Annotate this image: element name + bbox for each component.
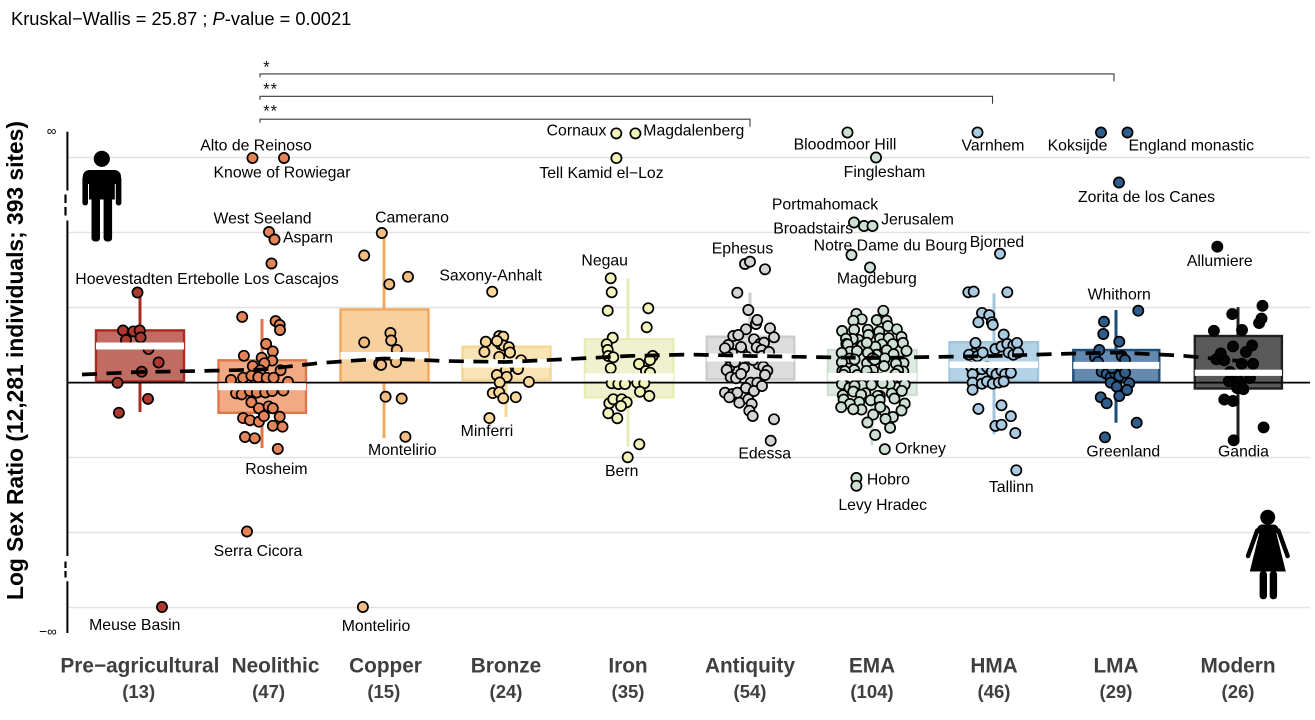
svg-text:Bloodmoor Hill: Bloodmoor Hill — [794, 137, 897, 154]
svg-text:Kruskal−Wallis = 25.87 ; P-val: Kruskal−Wallis = 25.87 ; P-value = 0.002… — [11, 8, 351, 29]
svg-text:(24): (24) — [490, 681, 523, 702]
svg-text:Zorita de los Canes: Zorita de los Canes — [1078, 189, 1215, 206]
svg-text:Iron: Iron — [608, 655, 647, 678]
svg-text:Bern: Bern — [605, 463, 638, 480]
svg-text:Whithorn: Whithorn — [1088, 287, 1151, 304]
svg-text:(29): (29) — [1100, 681, 1133, 702]
svg-text:Levy Hradec: Levy Hradec — [838, 497, 927, 514]
svg-text:**: ** — [263, 81, 278, 99]
svg-text:Montelirio: Montelirio — [368, 442, 437, 459]
svg-text:Cornaux: Cornaux — [547, 123, 607, 140]
svg-text:Saxony-Anhalt: Saxony-Anhalt — [439, 268, 542, 285]
svg-text:(54): (54) — [734, 681, 767, 702]
svg-text:West Seeland: West Seeland — [213, 211, 311, 228]
svg-text:Copper: Copper — [349, 655, 422, 678]
svg-text:Bronze: Bronze — [471, 655, 541, 678]
svg-text:Modern: Modern — [1200, 655, 1275, 678]
svg-text:Log Sex Ratio (12,281 individu: Log Sex Ratio (12,281 individuals; 393 s… — [2, 121, 28, 600]
svg-text:Antiquity: Antiquity — [705, 655, 796, 678]
svg-text:(13): (13) — [122, 681, 155, 702]
svg-text:Camerano: Camerano — [375, 210, 449, 227]
svg-text:(26): (26) — [1222, 681, 1255, 702]
svg-text:(46): (46) — [978, 681, 1011, 702]
svg-text:Varnhem: Varnhem — [962, 138, 1025, 155]
svg-text:Pre−agricultural: Pre−agricultural — [60, 655, 219, 678]
svg-text:Magdalenberg: Magdalenberg — [643, 123, 744, 140]
svg-text:Negau: Negau — [581, 253, 628, 270]
svg-text:Neolithic: Neolithic — [232, 655, 320, 678]
svg-text:−∞: −∞ — [39, 624, 57, 639]
svg-text:∞: ∞ — [47, 124, 57, 139]
svg-text:Notre Dame du Bourg: Notre Dame du Bourg — [814, 238, 968, 255]
svg-text:Minferri: Minferri — [461, 423, 514, 440]
svg-text:(15): (15) — [367, 681, 400, 702]
svg-text:Broadstairs: Broadstairs — [773, 221, 853, 238]
svg-text:Hoevestadten Ertebolle Los Cas: Hoevestadten Ertebolle Los Cascajos — [75, 271, 339, 288]
svg-text:*: * — [263, 59, 270, 77]
svg-text:Orkney: Orkney — [895, 441, 946, 458]
svg-text:Finglesham: Finglesham — [844, 164, 926, 181]
svg-text:EMA: EMA — [849, 655, 895, 678]
svg-text:Tallinn: Tallinn — [989, 479, 1034, 496]
svg-text:Ephesus: Ephesus — [712, 241, 774, 258]
svg-text:Alto de Reinoso: Alto de Reinoso — [200, 138, 312, 155]
svg-text:LMA: LMA — [1093, 655, 1138, 678]
svg-text:Magdeburg: Magdeburg — [837, 271, 917, 288]
svg-text:Portmahomack: Portmahomack — [772, 197, 878, 214]
svg-text:England monastic: England monastic — [1129, 138, 1255, 155]
svg-text:Rosheim: Rosheim — [245, 461, 307, 478]
svg-text:(104): (104) — [850, 681, 893, 702]
svg-text:Greenland: Greenland — [1086, 444, 1160, 461]
svg-text:**: ** — [263, 103, 278, 121]
svg-text:Asparn: Asparn — [283, 230, 333, 247]
svg-text:HMA: HMA — [970, 655, 1017, 678]
svg-text:Bjorned: Bjorned — [970, 234, 1024, 251]
svg-text:Allumiere: Allumiere — [1187, 253, 1253, 270]
svg-text:Edessa: Edessa — [738, 446, 791, 463]
svg-text:(47): (47) — [252, 681, 285, 702]
svg-text:Meuse Basin: Meuse Basin — [89, 617, 180, 634]
svg-text:Gandia: Gandia — [1218, 444, 1269, 461]
svg-text:Serra Cicora: Serra Cicora — [214, 543, 303, 560]
svg-text:(35): (35) — [612, 681, 645, 702]
svg-text:Knowe of Rowiegar: Knowe of Rowiegar — [214, 165, 351, 182]
svg-text:Jerusalem: Jerusalem — [881, 212, 954, 229]
svg-text:Hobro: Hobro — [867, 472, 910, 489]
svg-text:Montelirio: Montelirio — [342, 618, 411, 635]
svg-text:Koksijde: Koksijde — [1048, 138, 1108, 155]
svg-text:Tell Kamid el−Loz: Tell Kamid el−Loz — [539, 165, 663, 182]
